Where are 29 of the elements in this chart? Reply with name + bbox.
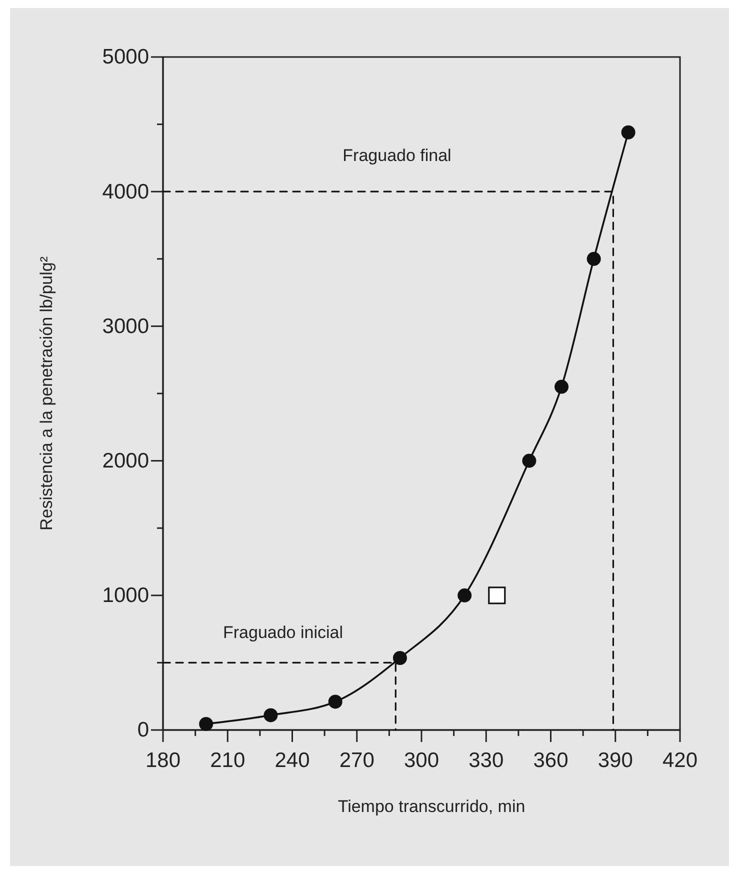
y-axis-title: Resistencia a la penetración lb/pulg²: [37, 256, 56, 531]
point: [458, 588, 472, 602]
point: [392, 650, 407, 665]
x-tick-label: 390: [598, 748, 633, 772]
x-tick-label: 330: [468, 748, 504, 772]
point: [621, 125, 636, 140]
point: [586, 252, 601, 266]
x-tick-label: 300: [404, 748, 440, 772]
point: [264, 708, 278, 722]
x-tick-label: 210: [210, 748, 246, 772]
y-tick-label: 4000: [102, 180, 149, 204]
annotation: Fraguado final: [342, 146, 452, 165]
x-tick-label: 240: [274, 748, 310, 772]
x-tick-label: 180: [145, 748, 181, 772]
y-tick-label: 0: [137, 718, 149, 742]
point: [554, 380, 569, 394]
x-axis-title: Tiempo transcurrido, min: [338, 797, 526, 816]
y-tick-label: 1000: [102, 584, 149, 608]
y-tick-label: 3000: [102, 314, 149, 338]
annotation: Fraguado inicial: [222, 622, 344, 642]
point: [488, 586, 506, 604]
y-tick-label: 5000: [102, 46, 149, 69]
y-tick-label: 2000: [102, 450, 149, 473]
x-tick-label: 270: [339, 748, 374, 772]
point: [328, 694, 342, 709]
x-tick-label: 360: [533, 748, 568, 772]
point: [522, 454, 536, 468]
point: [199, 716, 214, 731]
x-tick-label: 420: [662, 748, 698, 772]
